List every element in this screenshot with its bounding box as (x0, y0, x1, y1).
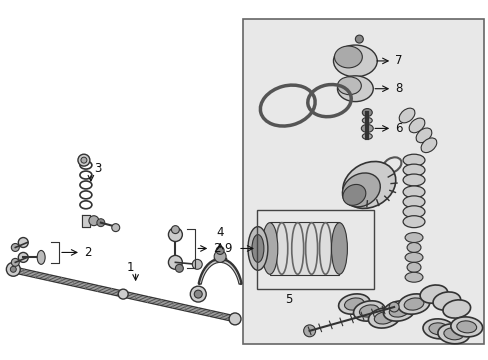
Ellipse shape (398, 108, 414, 123)
Circle shape (10, 266, 16, 272)
Ellipse shape (334, 46, 362, 68)
Ellipse shape (342, 173, 380, 207)
Ellipse shape (406, 243, 420, 252)
Ellipse shape (388, 305, 408, 317)
Bar (82, 215, 90, 227)
Text: 3: 3 (94, 162, 101, 175)
Circle shape (228, 313, 241, 325)
Bar (243, 19, 483, 344)
Text: 5: 5 (284, 293, 291, 306)
Ellipse shape (344, 298, 364, 310)
Ellipse shape (362, 117, 371, 123)
Ellipse shape (337, 76, 372, 102)
Text: 9: 9 (224, 242, 232, 255)
Ellipse shape (362, 133, 371, 139)
Ellipse shape (402, 174, 424, 186)
Ellipse shape (251, 235, 264, 262)
Circle shape (171, 226, 179, 234)
Circle shape (216, 247, 224, 255)
Text: 6: 6 (394, 122, 402, 135)
Circle shape (214, 251, 225, 262)
Ellipse shape (383, 301, 414, 321)
Circle shape (118, 289, 128, 299)
Ellipse shape (361, 125, 372, 132)
Circle shape (355, 35, 363, 43)
Ellipse shape (443, 328, 463, 340)
Circle shape (190, 286, 206, 302)
Text: 7: 7 (394, 54, 402, 67)
Ellipse shape (428, 323, 448, 335)
Ellipse shape (450, 317, 482, 337)
Ellipse shape (404, 272, 422, 282)
Circle shape (18, 238, 28, 247)
Ellipse shape (362, 109, 371, 117)
Ellipse shape (404, 233, 422, 243)
Ellipse shape (456, 321, 476, 333)
Ellipse shape (415, 128, 431, 143)
Ellipse shape (437, 324, 468, 344)
Ellipse shape (397, 294, 429, 314)
Circle shape (97, 219, 104, 227)
Bar (269, 222, 339, 275)
Ellipse shape (37, 251, 45, 264)
Ellipse shape (420, 138, 436, 153)
Ellipse shape (338, 294, 369, 314)
Circle shape (388, 302, 398, 312)
Ellipse shape (247, 227, 267, 270)
Circle shape (112, 224, 120, 231)
Text: 2: 2 (213, 242, 220, 255)
Polygon shape (199, 260, 241, 284)
Ellipse shape (367, 308, 399, 328)
Circle shape (192, 260, 202, 269)
Ellipse shape (342, 162, 395, 208)
Circle shape (303, 325, 315, 337)
Ellipse shape (402, 206, 424, 218)
Ellipse shape (432, 292, 460, 310)
Ellipse shape (402, 154, 424, 166)
Ellipse shape (406, 262, 420, 272)
Ellipse shape (402, 216, 424, 228)
Ellipse shape (404, 298, 423, 310)
Circle shape (81, 157, 87, 163)
Ellipse shape (408, 118, 424, 133)
Ellipse shape (404, 252, 422, 262)
Circle shape (168, 228, 182, 242)
Ellipse shape (353, 301, 384, 321)
Circle shape (175, 264, 183, 272)
Ellipse shape (374, 312, 393, 324)
Text: 8: 8 (394, 82, 402, 95)
Text: 2: 2 (84, 246, 91, 259)
Ellipse shape (337, 77, 361, 95)
Bar (256, 210, 373, 289)
Circle shape (89, 216, 99, 226)
Ellipse shape (262, 223, 277, 274)
Ellipse shape (402, 196, 424, 208)
Ellipse shape (402, 164, 424, 176)
Ellipse shape (359, 305, 378, 317)
Ellipse shape (419, 285, 447, 303)
Circle shape (11, 243, 19, 251)
Ellipse shape (331, 223, 346, 274)
Ellipse shape (402, 186, 424, 198)
Ellipse shape (442, 300, 469, 318)
Circle shape (78, 154, 90, 166)
Circle shape (168, 255, 182, 269)
Circle shape (18, 252, 28, 262)
Text: 4: 4 (216, 226, 224, 239)
Circle shape (6, 262, 20, 276)
Ellipse shape (333, 45, 376, 77)
Circle shape (11, 258, 19, 266)
Text: 1: 1 (127, 261, 134, 274)
Circle shape (194, 290, 202, 298)
Ellipse shape (342, 184, 365, 205)
Ellipse shape (422, 319, 454, 339)
